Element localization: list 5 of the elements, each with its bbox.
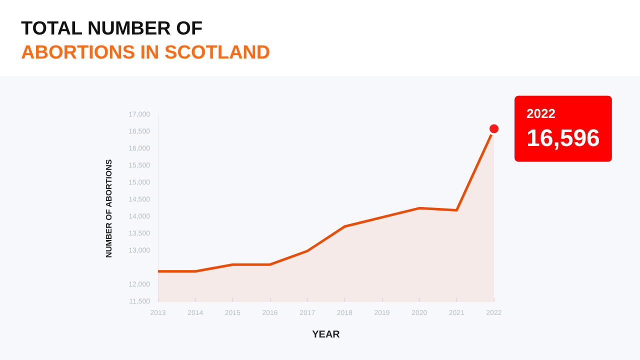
y-axis-title: NUMBER OF ABORTIONS [104, 158, 114, 258]
annotation: 2022 [526, 106, 556, 122]
chart-title: TOTAL NUMBER OF ABORTIONS IN SCOTLAND [21, 18, 270, 64]
x-axis-title: YEAR [312, 330, 341, 340]
data-label: 16,596 [526, 125, 600, 152]
